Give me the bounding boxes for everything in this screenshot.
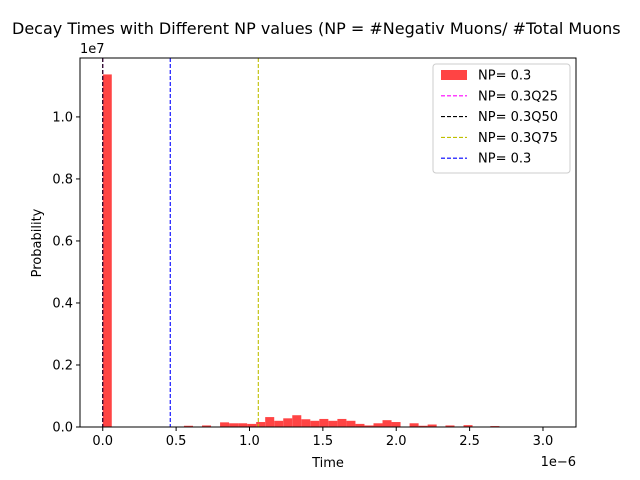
- x-tick-label: 0.0: [92, 434, 113, 449]
- y-tick-label: 1.0: [52, 110, 73, 125]
- histogram-bar: [346, 420, 356, 427]
- histogram-bar: [283, 418, 293, 427]
- legend-label: NP= 0.3: [478, 152, 531, 167]
- histogram-bar: [463, 425, 473, 427]
- x-axis-label: Time: [311, 456, 344, 471]
- histogram-bar: [238, 423, 248, 427]
- histogram-bar: [265, 417, 275, 427]
- histogram-bar: [355, 423, 365, 427]
- x-tick-label: 1.5: [313, 434, 334, 449]
- y-scale-label: 1e7: [80, 42, 105, 57]
- x-tick-label: 2.0: [386, 434, 407, 449]
- x-tick-label: 1.0: [239, 434, 260, 449]
- x-tick-label: 3.0: [533, 434, 554, 449]
- legend-entry: NP= 0.3Q50: [441, 110, 558, 125]
- legend-box: [432, 63, 571, 174]
- x-tick-label: 0.5: [166, 434, 187, 449]
- legend-label: NP= 0.3Q25: [478, 89, 558, 104]
- histogram-bar: [337, 418, 347, 427]
- quantile-lines: [102, 58, 259, 427]
- histogram-bar: [445, 425, 455, 427]
- y-tick-label: 0.2: [52, 358, 73, 373]
- histogram-bar: [220, 422, 230, 427]
- histogram-bar: [427, 424, 437, 427]
- y-axis-ticks: 0.0 0.2 0.4 0.6 0.8 1.0: [52, 110, 80, 436]
- legend-entry: NP= 0.3: [441, 69, 531, 84]
- histogram-bar: [310, 420, 320, 427]
- legend-entry: NP= 0.3Q25: [441, 89, 558, 104]
- y-tick-label: 0.8: [52, 172, 73, 187]
- histogram-bar: [373, 423, 383, 427]
- histogram-bar: [202, 425, 212, 427]
- histogram-bar: [328, 420, 338, 427]
- axes-frame: [79, 57, 577, 428]
- histogram-bar: [292, 415, 302, 427]
- y-tick-label: 0.0: [52, 421, 73, 436]
- histogram-bar: [364, 425, 374, 427]
- y-tick-label: 0.6: [52, 234, 73, 249]
- histogram-bar: [229, 423, 239, 427]
- x-scale-label: 1e−6: [541, 455, 576, 470]
- legend-swatch: [441, 70, 467, 80]
- histogram-bar: [183, 425, 193, 427]
- y-axis-label: Probability: [30, 208, 45, 277]
- x-tick-label: 2.5: [459, 434, 480, 449]
- legend-entry: NP= 0.3Q75: [441, 131, 558, 146]
- histogram-bar: [102, 74, 112, 428]
- histogram-bar: [418, 425, 428, 427]
- legend-label: NP= 0.3Q50: [478, 110, 558, 125]
- x-axis-ticks: 0.0 0.5 1.0 1.5 2.0 2.5 3.0: [92, 427, 553, 449]
- histogram-bar: [247, 423, 257, 427]
- histogram-bar: [319, 418, 329, 427]
- y-tick-label: 0.4: [52, 296, 73, 311]
- histogram-bar: [391, 422, 401, 427]
- chart-title: Decay Times with Different NP values (NP…: [12, 19, 621, 38]
- histogram-bar: [301, 419, 311, 427]
- legend-label: NP= 0.3Q75: [478, 131, 558, 146]
- histogram-bar: [409, 423, 419, 427]
- histogram-bar: [382, 420, 392, 427]
- legend-entry: NP= 0.3: [441, 152, 531, 167]
- legend-label: NP= 0.3: [478, 69, 531, 84]
- histogram-bar: [274, 420, 284, 427]
- legend: NP= 0.3 NP= 0.3Q25 NP= 0.3Q50 NP= 0.3Q75 NP=…: [432, 63, 571, 174]
- histogram-bar: [256, 422, 266, 427]
